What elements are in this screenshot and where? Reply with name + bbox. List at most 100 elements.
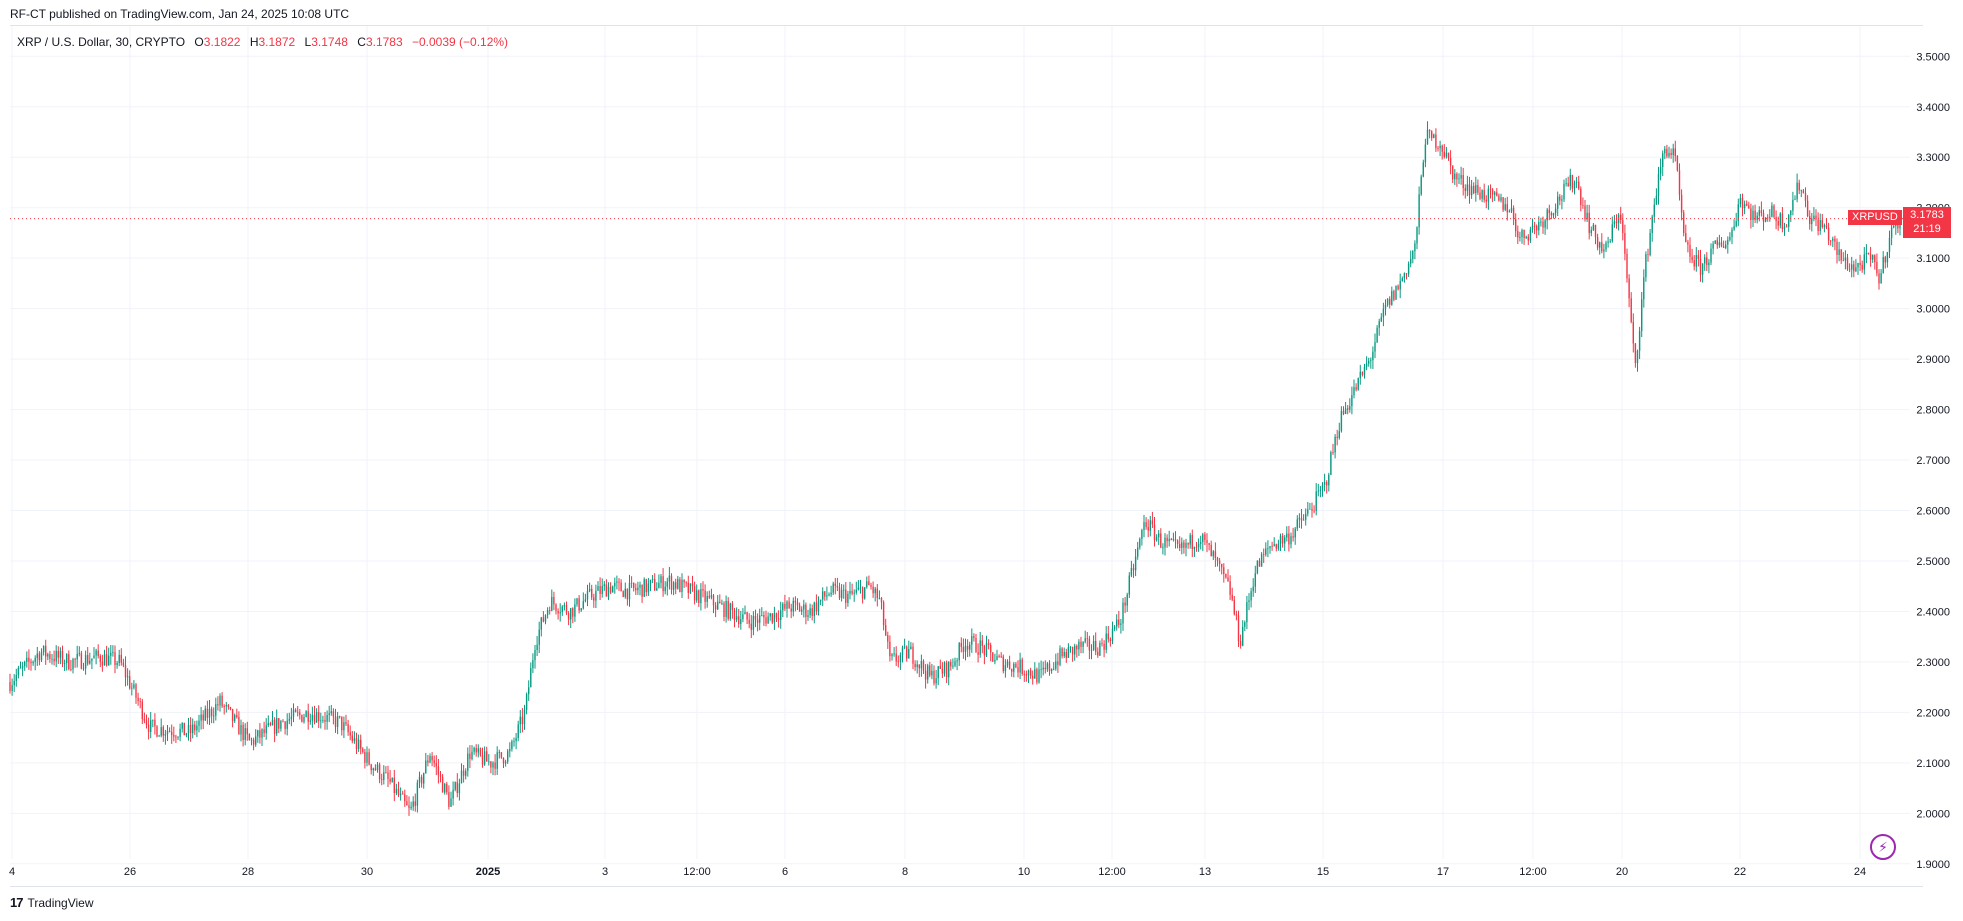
- candle-body: [1225, 573, 1227, 578]
- candle-body: [727, 600, 729, 619]
- candle-body: [1857, 262, 1859, 268]
- candle-body: [887, 635, 889, 642]
- candle-body: [784, 603, 786, 609]
- candle-body: [280, 721, 282, 729]
- candle-body: [975, 637, 977, 653]
- candle-body: [257, 730, 259, 737]
- candle-body: [1470, 186, 1473, 196]
- candle-body: [775, 613, 778, 619]
- candle-body: [817, 601, 820, 612]
- y-tick-label: 3.1000: [1916, 253, 1950, 265]
- x-tick-label: 20: [1616, 866, 1628, 878]
- candle-body: [444, 783, 446, 793]
- candle-body: [683, 579, 685, 583]
- candle-body: [76, 653, 78, 660]
- candle-body: [1573, 182, 1576, 189]
- tradingview-logo[interactable]: 17 TradingView: [10, 895, 94, 910]
- candle-body: [847, 593, 849, 603]
- candle-body: [1454, 173, 1456, 180]
- candle-body: [1040, 669, 1042, 671]
- candle-body: [1393, 291, 1395, 300]
- candle-body: [1533, 225, 1536, 227]
- candle-body: [840, 589, 843, 599]
- candle-body: [1825, 225, 1828, 228]
- candle-body: [1834, 238, 1836, 242]
- candle-body: [1806, 200, 1809, 217]
- candle-body: [567, 613, 570, 620]
- chart-frame[interactable]: [10, 25, 1923, 887]
- candle-body: [261, 729, 263, 738]
- candle-body: [1281, 536, 1284, 544]
- candle-body: [1374, 342, 1376, 352]
- candle-body: [1832, 238, 1834, 241]
- candle-body: [1561, 199, 1563, 201]
- candle-body: [948, 661, 950, 678]
- candle-body: [158, 735, 160, 737]
- candle-body: [467, 753, 469, 771]
- candle-body: [1634, 343, 1637, 364]
- bar-countdown: 21:19: [1913, 223, 1941, 235]
- candle-body: [1185, 542, 1187, 548]
- candle-body: [181, 722, 183, 729]
- candle-body: [1754, 210, 1756, 221]
- candle-body: [1750, 208, 1752, 221]
- candle-body: [1785, 226, 1788, 228]
- candle-body: [192, 724, 194, 734]
- candle-body: [1023, 673, 1025, 675]
- candle-body: [198, 720, 200, 726]
- candle-body: [893, 653, 895, 655]
- candle-body: [208, 708, 211, 718]
- y-tick-label: 2.5000: [1916, 556, 1950, 568]
- lightning-icon[interactable]: ⚡: [1870, 834, 1896, 860]
- candle-body: [1813, 215, 1815, 219]
- candle-body: [225, 705, 227, 707]
- candle-body: [1767, 217, 1769, 219]
- candle-body: [1626, 253, 1628, 279]
- candle-body: [719, 601, 721, 604]
- candle-body: [1506, 204, 1508, 213]
- candle-body: [1368, 360, 1370, 364]
- candle-body: [324, 719, 326, 722]
- candle-body: [164, 734, 167, 736]
- candle-body: [402, 793, 404, 795]
- y-tick-label: 1.9000: [1916, 859, 1950, 871]
- candle-body: [1491, 189, 1494, 195]
- candle-body: [118, 654, 120, 663]
- candle-body: [618, 581, 620, 583]
- candle-body: [234, 715, 236, 722]
- candle-body: [259, 730, 261, 738]
- candle-body: [1120, 623, 1122, 625]
- candle-body: [1300, 517, 1303, 521]
- candle-body: [63, 663, 66, 664]
- candle-body: [1061, 648, 1063, 657]
- candle-body: [1777, 221, 1779, 226]
- candle-body: [1412, 251, 1414, 259]
- candle-body: [614, 582, 616, 587]
- y-tick-label: 2.9000: [1916, 354, 1950, 366]
- candle-body: [189, 724, 192, 734]
- candle-body: [979, 640, 981, 655]
- candle-body: [1798, 182, 1800, 191]
- candle-body: [410, 806, 412, 809]
- candle-body: [1846, 257, 1849, 269]
- candle-body: [1065, 651, 1067, 658]
- candle-body: [538, 629, 540, 645]
- candle-body: [1792, 199, 1794, 211]
- candle-body: [1071, 646, 1074, 655]
- candle-body: [494, 762, 496, 769]
- candle-body: [1069, 646, 1072, 648]
- candle-body: [595, 590, 597, 601]
- candle-body: [742, 614, 744, 620]
- candle-body: [425, 760, 427, 774]
- candle-body: [1055, 661, 1057, 669]
- y-tick-label: 3.5000: [1916, 51, 1950, 63]
- candle-body: [996, 656, 998, 661]
- candle-body: [223, 706, 225, 708]
- candle-body: [171, 731, 173, 736]
- candle-body: [1078, 641, 1080, 650]
- candle-body: [89, 660, 91, 664]
- candle-body: [47, 654, 49, 657]
- candle-body: [1204, 534, 1206, 541]
- candle-body: [866, 581, 868, 588]
